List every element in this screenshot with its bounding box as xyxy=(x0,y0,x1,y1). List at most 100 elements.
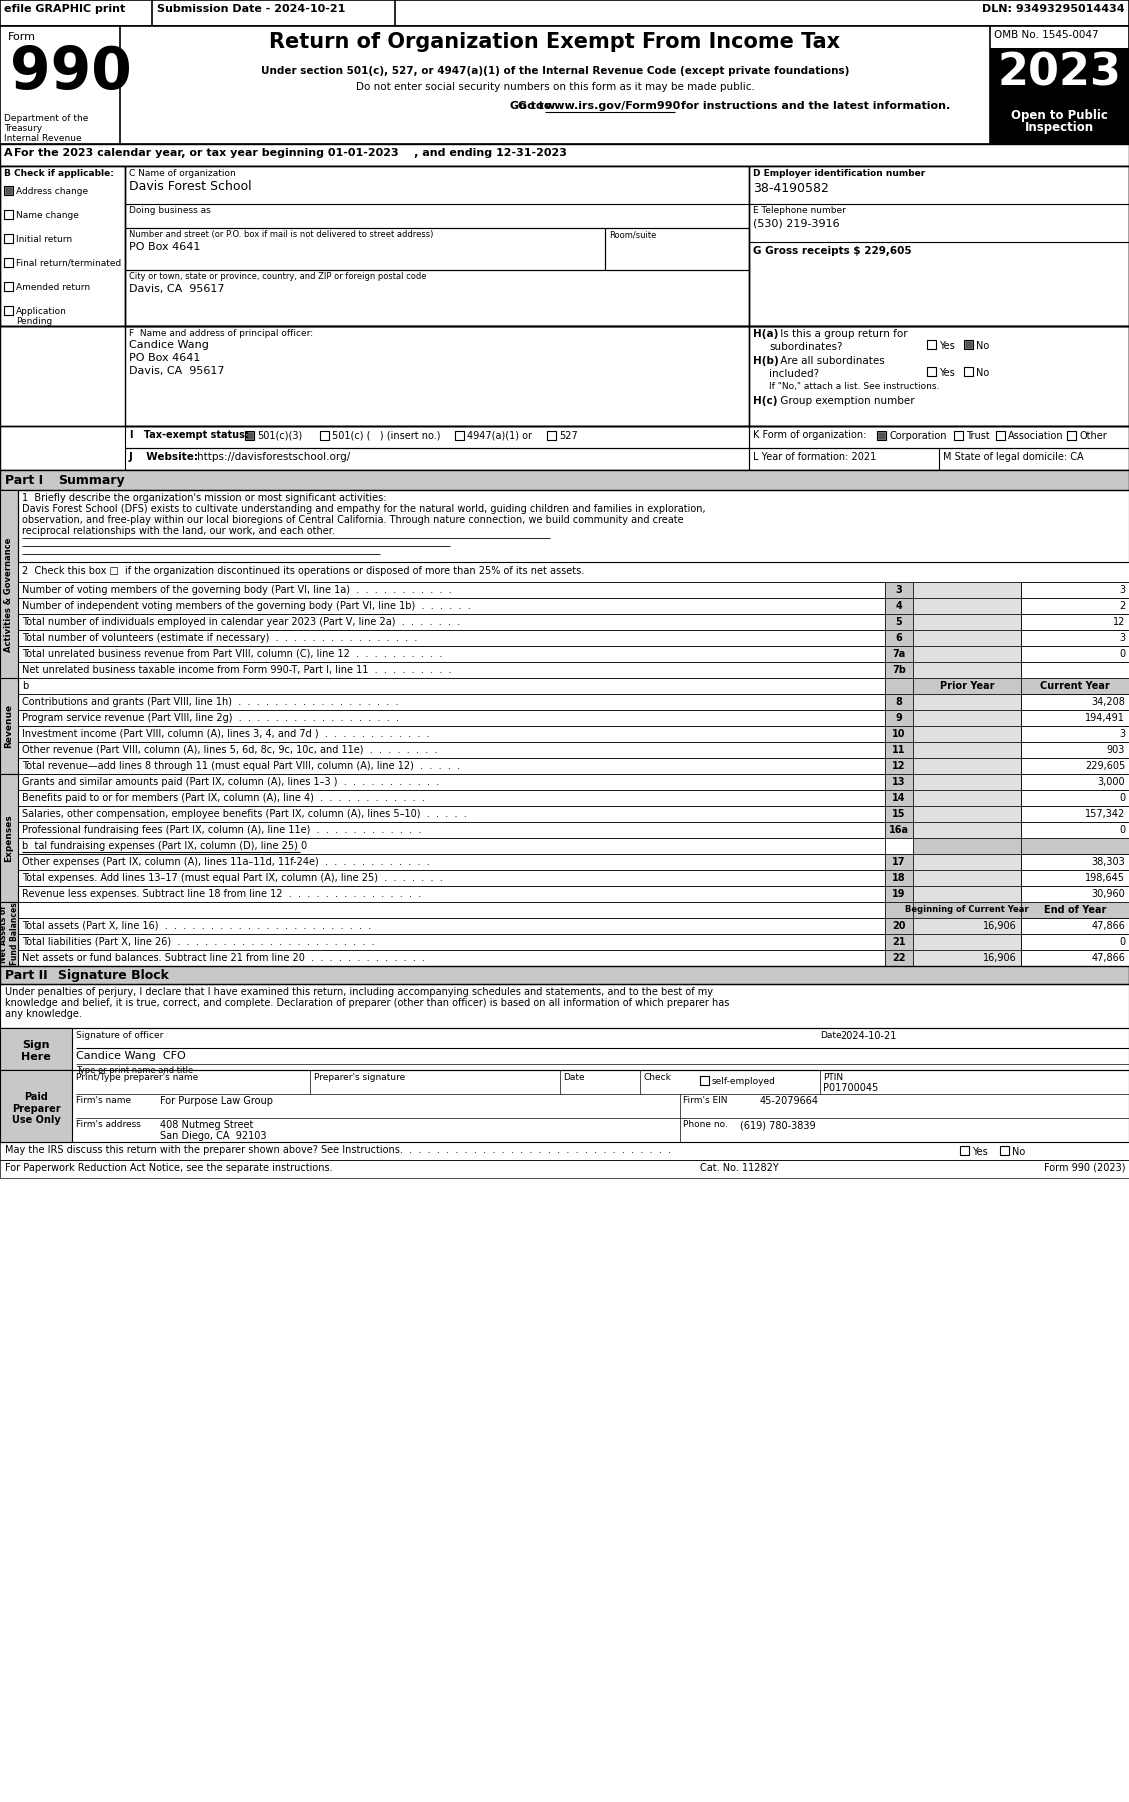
Bar xyxy=(913,710,1021,726)
Text: Total assets (Part X, line 16)  .  .  .  .  .  .  .  .  .  .  .  .  .  .  .  .  : Total assets (Part X, line 16) . . . . .… xyxy=(21,921,371,932)
Bar xyxy=(1067,431,1076,440)
Text: 7a: 7a xyxy=(892,649,905,660)
Text: (530) 219-3916: (530) 219-3916 xyxy=(753,220,840,229)
Bar xyxy=(0,326,1129,425)
Text: Activities & Governance: Activities & Governance xyxy=(5,537,14,652)
Text: 194,491: 194,491 xyxy=(1085,714,1124,723)
Text: F  Name and address of principal officer:: F Name and address of principal officer: xyxy=(129,330,313,339)
Text: b  tal fundraising expenses (Part IX, column (D), line 25) 0: b tal fundraising expenses (Part IX, col… xyxy=(21,842,307,851)
Text: San Diego, CA  92103: San Diego, CA 92103 xyxy=(160,1132,266,1141)
Text: 34,208: 34,208 xyxy=(1091,697,1124,706)
Text: 501(c)(3): 501(c)(3) xyxy=(257,431,303,441)
Text: Total expenses. Add lines 13–17 (must equal Part IX, column (A), line 25)  .  . : Total expenses. Add lines 13–17 (must eq… xyxy=(21,872,443,883)
Text: b: b xyxy=(21,681,28,690)
Bar xyxy=(885,678,913,694)
Text: For Purpose Law Group: For Purpose Law Group xyxy=(160,1096,273,1106)
Text: L Year of formation: 2021: L Year of formation: 2021 xyxy=(753,452,876,461)
Bar xyxy=(1021,775,1129,789)
Text: May the IRS discuss this return with the preparer shown above? See Instructions.: May the IRS discuss this return with the… xyxy=(5,1144,671,1155)
Text: 3: 3 xyxy=(1119,730,1124,739)
Bar xyxy=(1021,933,1129,950)
Bar xyxy=(1021,838,1129,854)
Bar xyxy=(878,432,885,440)
Bar xyxy=(913,614,1021,631)
Bar xyxy=(0,1070,72,1142)
Text: 2023: 2023 xyxy=(998,50,1121,94)
Text: Firm's name: Firm's name xyxy=(76,1096,131,1105)
Text: Website:: Website: xyxy=(139,452,198,461)
Bar xyxy=(964,368,973,377)
Text: Program service revenue (Part VIII, line 2g)  .  .  .  .  .  .  .  .  .  .  .  .: Program service revenue (Part VIII, line… xyxy=(21,714,399,723)
Bar xyxy=(18,887,885,903)
Bar xyxy=(913,887,1021,903)
Text: PO Box 4641: PO Box 4641 xyxy=(129,353,200,362)
Text: Number of voting members of the governing body (Part VI, line 1a)  .  .  .  .  .: Number of voting members of the governin… xyxy=(21,586,452,595)
Bar xyxy=(0,984,1129,1027)
Text: 4947(a)(1) or: 4947(a)(1) or xyxy=(467,431,532,441)
Text: 20: 20 xyxy=(892,921,905,932)
Text: 12: 12 xyxy=(1112,616,1124,627)
Bar xyxy=(885,822,913,838)
Bar xyxy=(913,870,1021,887)
Bar xyxy=(990,25,1129,144)
Bar xyxy=(18,490,1129,562)
Bar xyxy=(18,742,885,759)
Bar xyxy=(18,805,885,822)
Bar xyxy=(1000,1146,1009,1155)
Text: 0: 0 xyxy=(1119,825,1124,834)
Bar xyxy=(5,187,12,195)
Text: 7b: 7b xyxy=(892,665,905,676)
Text: DLN: 93493295014434: DLN: 93493295014434 xyxy=(982,4,1124,14)
Text: Do not enter social security numbers on this form as it may be made public.: Do not enter social security numbers on … xyxy=(356,83,754,92)
Bar xyxy=(885,950,913,966)
Bar xyxy=(913,854,1021,870)
Text: 198,645: 198,645 xyxy=(1085,872,1124,883)
Bar xyxy=(1021,887,1129,903)
Text: 0: 0 xyxy=(1119,793,1124,804)
Text: Yes: Yes xyxy=(939,341,955,351)
Bar xyxy=(0,678,18,775)
Text: Benefits paid to or for members (Part IX, column (A), line 4)  .  .  .  .  .  . : Benefits paid to or for members (Part IX… xyxy=(21,793,425,804)
Text: G Gross receipts $ 229,605: G Gross receipts $ 229,605 xyxy=(753,247,911,256)
Text: Other: Other xyxy=(1079,431,1106,441)
Bar xyxy=(5,281,14,290)
Text: Contributions and grants (Part VIII, line 1h)  .  .  .  .  .  .  .  .  .  .  .  : Contributions and grants (Part VIII, lin… xyxy=(21,697,399,706)
Text: 2024-10-21: 2024-10-21 xyxy=(840,1031,896,1042)
Bar xyxy=(18,759,885,775)
Text: 3,000: 3,000 xyxy=(1097,777,1124,787)
Bar xyxy=(885,614,913,631)
Text: Firm's EIN: Firm's EIN xyxy=(683,1096,727,1105)
Bar xyxy=(877,431,886,440)
Bar xyxy=(18,582,885,598)
Bar xyxy=(0,775,18,903)
Bar xyxy=(913,598,1021,614)
Text: 14: 14 xyxy=(892,793,905,804)
Text: Inspection: Inspection xyxy=(1025,121,1094,133)
Text: Total number of volunteers (estimate if necessary)  .  .  .  .  .  .  .  .  .  .: Total number of volunteers (estimate if … xyxy=(21,633,418,643)
Bar xyxy=(885,933,913,950)
Bar xyxy=(0,1160,1129,1179)
Text: Salaries, other compensation, employee benefits (Part IX, column (A), lines 5–10: Salaries, other compensation, employee b… xyxy=(21,809,466,818)
Text: Paid
Preparer
Use Only: Paid Preparer Use Only xyxy=(11,1092,60,1124)
Bar xyxy=(125,270,749,326)
Text: 30,960: 30,960 xyxy=(1092,888,1124,899)
Text: PTIN: PTIN xyxy=(823,1072,843,1081)
Text: Total liabilities (Part X, line 26)  .  .  .  .  .  .  .  .  .  .  .  .  .  .  .: Total liabilities (Part X, line 26) . . … xyxy=(21,937,375,948)
Text: J: J xyxy=(129,452,133,461)
Bar xyxy=(18,822,885,838)
Text: 21: 21 xyxy=(892,937,905,948)
Text: Davis, CA  95617: Davis, CA 95617 xyxy=(129,366,225,377)
Text: Number of independent voting members of the governing body (Part VI, line 1b)  .: Number of independent voting members of … xyxy=(21,602,471,611)
Text: E Telephone number: E Telephone number xyxy=(753,205,846,214)
Text: 47,866: 47,866 xyxy=(1091,953,1124,962)
Text: Revenue less expenses. Subtract line 18 from line 12  .  .  .  .  .  .  .  .  . : Revenue less expenses. Subtract line 18 … xyxy=(21,888,421,899)
Bar xyxy=(913,822,1021,838)
Text: Form: Form xyxy=(8,32,36,41)
Text: Net Assets or
Fund Balances: Net Assets or Fund Balances xyxy=(0,903,19,966)
Bar xyxy=(913,917,1021,933)
Bar xyxy=(0,1027,1129,1070)
Text: 38-4190582: 38-4190582 xyxy=(753,182,829,195)
Text: self-employed: self-employed xyxy=(712,1078,776,1087)
Text: Total number of individuals employed in calendar year 2023 (Part V, line 2a)  . : Total number of individuals employed in … xyxy=(21,616,461,627)
Text: Candice Wang: Candice Wang xyxy=(129,341,209,350)
